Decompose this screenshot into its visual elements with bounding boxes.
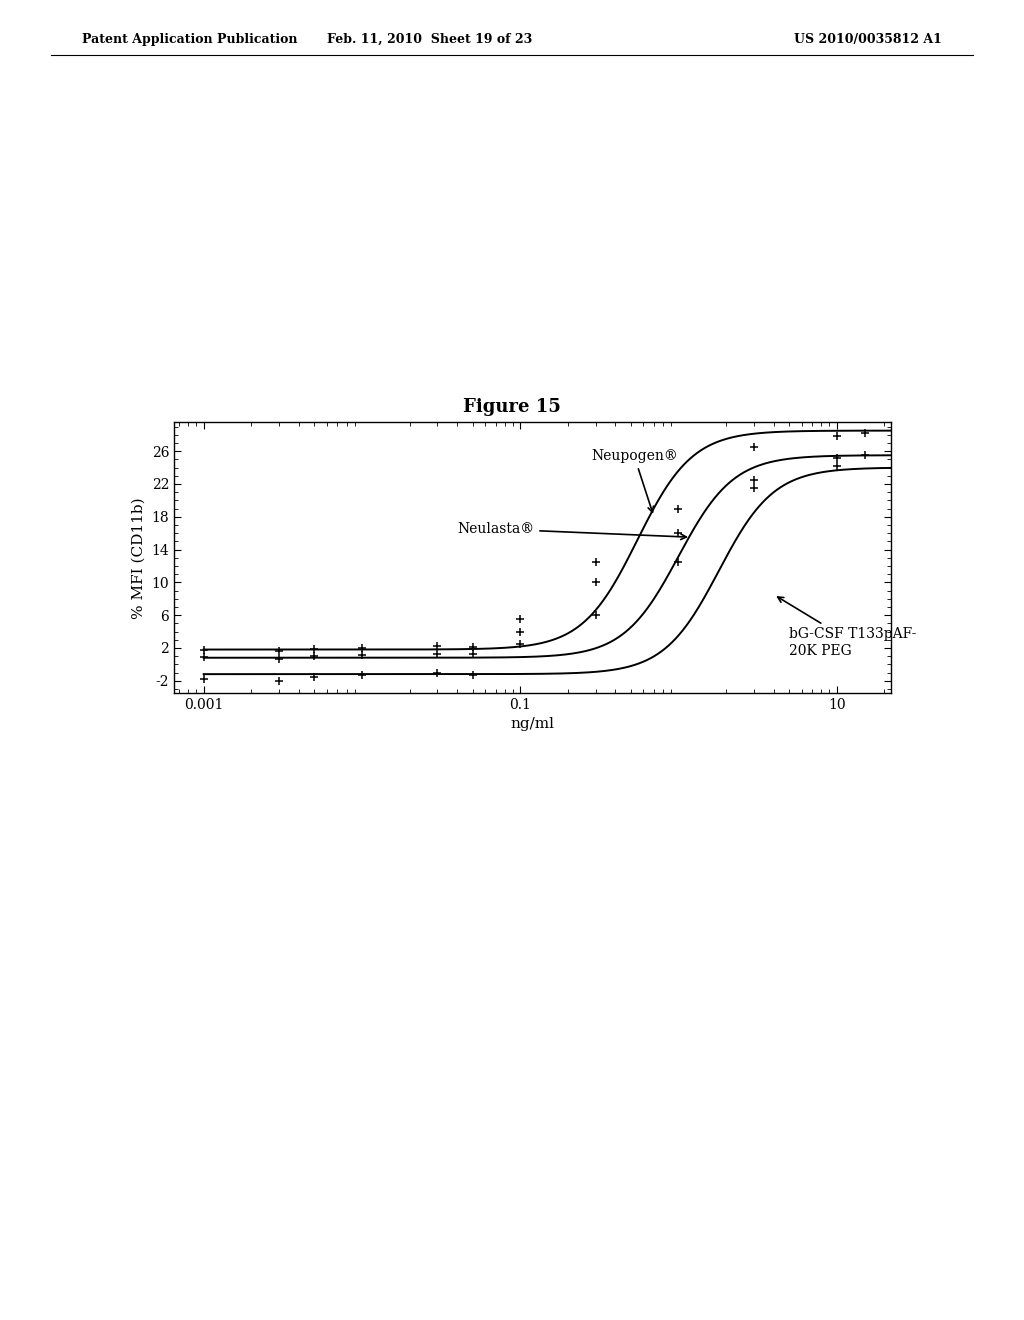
Text: Neulasta®: Neulasta® [457, 521, 686, 540]
Text: US 2010/0035812 A1: US 2010/0035812 A1 [795, 33, 942, 46]
Text: Feb. 11, 2010  Sheet 19 of 23: Feb. 11, 2010 Sheet 19 of 23 [328, 33, 532, 46]
Text: bG-CSF T133pAF-
20K PEG: bG-CSF T133pAF- 20K PEG [777, 597, 916, 657]
Text: Patent Application Publication: Patent Application Publication [82, 33, 297, 46]
Y-axis label: % MFI (CD11b): % MFI (CD11b) [132, 496, 145, 619]
Text: Figure 15: Figure 15 [463, 397, 561, 416]
X-axis label: ng/ml: ng/ml [511, 717, 554, 731]
Text: Neupogen®: Neupogen® [591, 449, 678, 512]
